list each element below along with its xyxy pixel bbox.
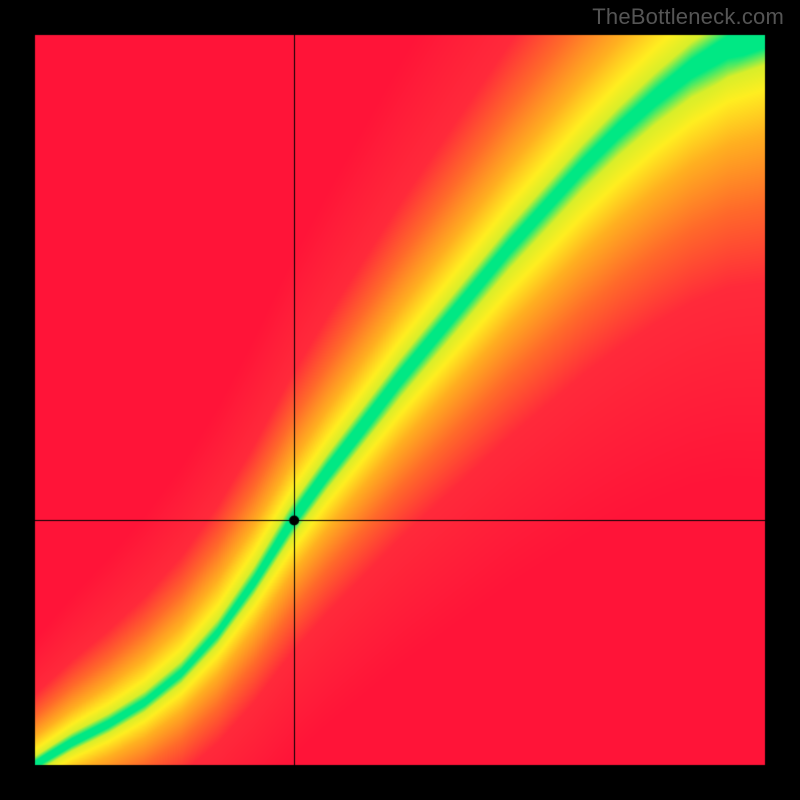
watermark-text: TheBottleneck.com [592, 4, 784, 30]
chart-container: TheBottleneck.com [0, 0, 800, 800]
bottleneck-heatmap [0, 0, 800, 800]
